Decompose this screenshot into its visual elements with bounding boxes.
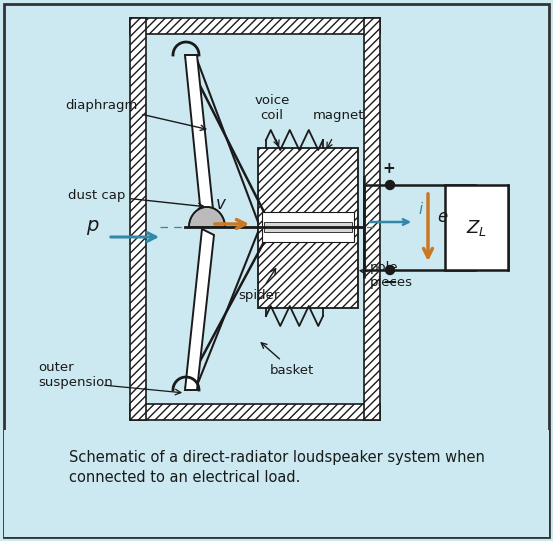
Text: voice
coil: voice coil bbox=[254, 94, 290, 122]
Text: −: − bbox=[382, 274, 397, 292]
Bar bbox=[130, 18, 146, 420]
Polygon shape bbox=[185, 55, 214, 225]
Text: magnet: magnet bbox=[312, 109, 364, 122]
Text: $v$: $v$ bbox=[215, 195, 227, 213]
Text: Schematic of a direct-radiator loudspeaker system when
connected to an electrica: Schematic of a direct-radiator loudspeak… bbox=[69, 450, 484, 485]
Bar bbox=[262, 212, 354, 242]
Text: pole
pieces: pole pieces bbox=[370, 261, 413, 289]
Text: diaphragm: diaphragm bbox=[65, 98, 206, 130]
Polygon shape bbox=[185, 229, 214, 390]
Text: outer
suspension: outer suspension bbox=[38, 361, 113, 389]
Bar bbox=[258, 148, 358, 308]
Bar bbox=[4, 430, 549, 537]
Text: spider: spider bbox=[238, 269, 279, 301]
Bar bbox=[264, 222, 352, 232]
Text: $p$: $p$ bbox=[86, 218, 100, 237]
Bar bbox=[146, 34, 364, 404]
Text: $e$: $e$ bbox=[437, 208, 448, 227]
Text: basket: basket bbox=[261, 343, 314, 377]
Circle shape bbox=[385, 266, 394, 274]
Bar bbox=[364, 18, 380, 420]
Bar bbox=[130, 404, 380, 420]
Bar bbox=[445, 185, 508, 270]
Circle shape bbox=[385, 181, 394, 189]
Text: $i$: $i$ bbox=[418, 201, 424, 217]
Text: dust cap: dust cap bbox=[68, 188, 204, 209]
Bar bbox=[130, 18, 380, 34]
Text: $Z_L$: $Z_L$ bbox=[466, 217, 487, 237]
Text: +: + bbox=[382, 161, 395, 176]
Polygon shape bbox=[189, 207, 225, 227]
